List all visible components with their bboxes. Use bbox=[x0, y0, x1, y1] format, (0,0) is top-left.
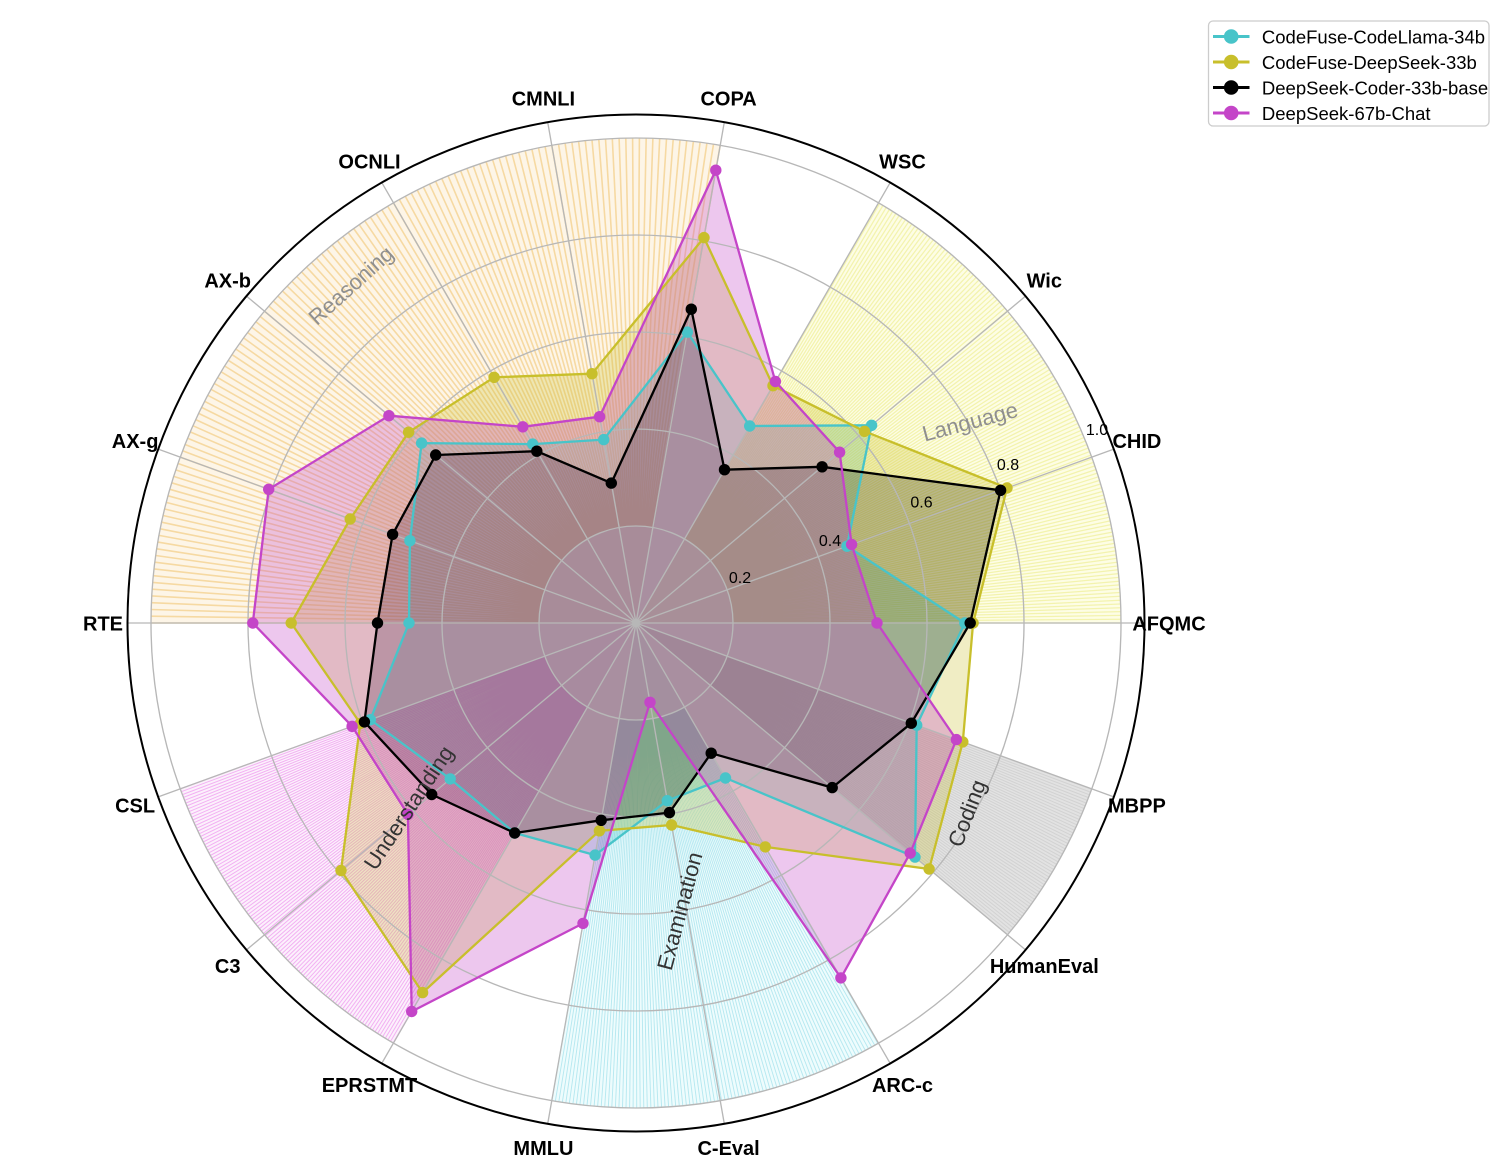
svg-text:CSL: CSL bbox=[115, 796, 155, 818]
svg-text:DeepSeek-67b-Chat: DeepSeek-67b-Chat bbox=[1262, 103, 1431, 124]
svg-text:CodeFuse-CodeLlama-34b: CodeFuse-CodeLlama-34b bbox=[1262, 26, 1485, 47]
svg-text:MMLU: MMLU bbox=[513, 1138, 573, 1160]
svg-text:AFQMC: AFQMC bbox=[1132, 613, 1205, 635]
svg-text:0.2: 0.2 bbox=[729, 570, 751, 587]
svg-text:1.0: 1.0 bbox=[1086, 422, 1108, 439]
svg-text:AX-b: AX-b bbox=[204, 271, 251, 293]
svg-text:WSC: WSC bbox=[879, 152, 926, 174]
svg-text:0.8: 0.8 bbox=[997, 457, 1019, 474]
svg-text:RTE: RTE bbox=[83, 613, 123, 635]
svg-text:Wic: Wic bbox=[1027, 271, 1062, 293]
svg-text:MBPP: MBPP bbox=[1108, 796, 1166, 818]
svg-text:C3: C3 bbox=[215, 956, 241, 978]
svg-text:AX-g: AX-g bbox=[112, 431, 159, 453]
svg-text:EPRSTMT: EPRSTMT bbox=[322, 1075, 418, 1097]
svg-text:C-Eval: C-Eval bbox=[697, 1138, 759, 1160]
svg-text:CHID: CHID bbox=[1112, 431, 1161, 453]
svg-text:OCNLI: OCNLI bbox=[338, 152, 400, 174]
svg-text:ARC-c: ARC-c bbox=[872, 1075, 933, 1097]
svg-text:COPA: COPA bbox=[700, 88, 756, 110]
svg-text:HumanEval: HumanEval bbox=[990, 956, 1099, 978]
svg-text:CMNLI: CMNLI bbox=[512, 88, 575, 110]
svg-text:0.4: 0.4 bbox=[819, 533, 841, 550]
svg-text:DeepSeek-Coder-33b-base: DeepSeek-Coder-33b-base bbox=[1262, 77, 1488, 98]
svg-text:0.6: 0.6 bbox=[910, 494, 932, 511]
svg-text:CodeFuse-DeepSeek-33b: CodeFuse-DeepSeek-33b bbox=[1262, 52, 1477, 73]
